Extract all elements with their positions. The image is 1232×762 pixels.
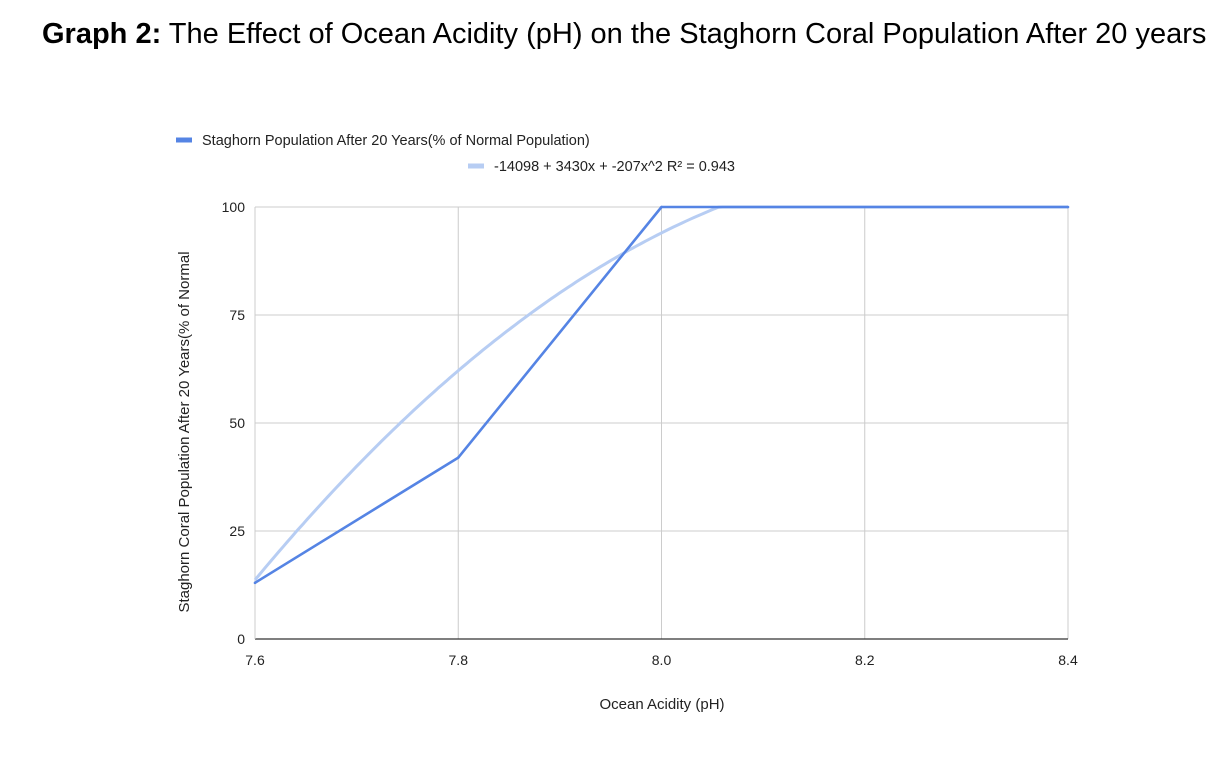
y-tick-label: 0 xyxy=(237,631,245,647)
y-tick-label: 100 xyxy=(222,199,246,215)
page-title: Graph 2: The Effect of Ocean Acidity (pH… xyxy=(42,18,1206,51)
axes-layer: 0 25 50 75 100 7.6 7.8 8.0 8.2 8.4 xyxy=(222,199,1078,668)
y-tick-label: 75 xyxy=(229,307,245,323)
x-tick-label: 7.6 xyxy=(245,652,265,668)
data-point xyxy=(660,205,663,209)
x-tick-label: 8.4 xyxy=(1058,652,1078,668)
series-layer xyxy=(253,205,1070,585)
data-point xyxy=(456,456,460,459)
y-tick-label: 50 xyxy=(229,415,245,431)
legend-label-trendline: -14098 + 3430x + -207x^2 R² = 0.943 xyxy=(494,159,735,175)
data-point xyxy=(253,581,257,585)
data-point xyxy=(1066,205,1070,209)
page-title-prefix: Graph 2: xyxy=(42,18,162,50)
x-tick-label: 8.2 xyxy=(855,652,875,668)
series-line xyxy=(254,205,1068,584)
legend-label-series: Staghorn Population After 20 Years(% of … xyxy=(202,133,590,149)
y-axis-label: Staghorn Coral Population After 20 Years… xyxy=(176,251,193,612)
x-axis-label: Ocean Acidity (pH) xyxy=(599,696,724,713)
x-tick-label: 7.8 xyxy=(449,652,469,668)
page-title-text: The Effect of Ocean Acidity (pH) on the … xyxy=(168,18,1207,50)
y-tick-label: 25 xyxy=(229,523,245,539)
x-tick-label: 8.0 xyxy=(652,652,672,668)
legend: Staghorn Population After 20 Years(% of … xyxy=(176,133,735,175)
grid-layer xyxy=(254,206,1069,639)
